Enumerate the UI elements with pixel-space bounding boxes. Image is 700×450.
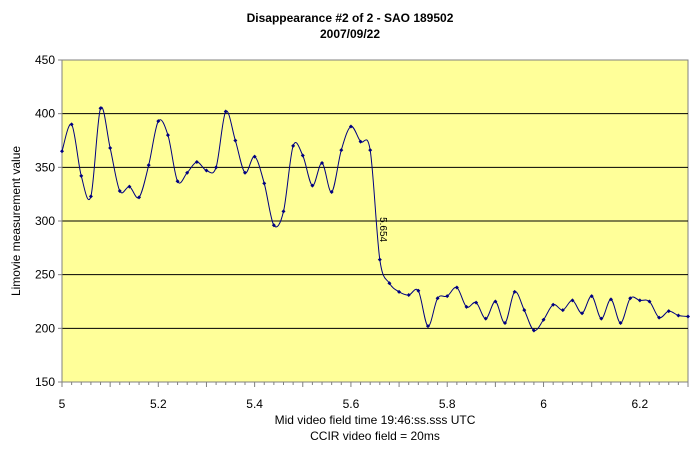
x-axis-label-2: CCIR video field = 20ms: [310, 429, 440, 443]
data-point: [223, 109, 228, 114]
data-point: [425, 324, 430, 329]
data-point: [406, 293, 411, 298]
x-tick-label: 6.2: [632, 397, 649, 411]
data-point: [666, 309, 671, 314]
data-point: [339, 148, 344, 153]
data-point: [483, 316, 488, 321]
axes: [58, 59, 689, 387]
data-point: [79, 173, 84, 178]
data-point: [493, 299, 498, 304]
data-point: [397, 289, 402, 294]
data-point: [599, 316, 604, 321]
x-tick-label: 5.8: [439, 397, 456, 411]
data-point: [512, 289, 517, 294]
data-point: [580, 311, 585, 316]
data-point: [329, 190, 334, 195]
data-point: [657, 315, 662, 320]
data-point: [676, 313, 681, 318]
data-point: [637, 298, 642, 303]
y-tick-label: 250: [35, 268, 55, 282]
data-point: [214, 165, 219, 170]
data-point: [686, 314, 690, 319]
y-tick-label: 300: [35, 214, 55, 228]
data-point: [387, 281, 392, 286]
data-point: [204, 168, 209, 173]
data-point: [454, 285, 459, 290]
data-point: [570, 298, 575, 303]
data-point: [194, 159, 199, 164]
data-point: [628, 296, 633, 301]
annotation-group: 5.654: [377, 217, 388, 242]
data-point: [618, 320, 623, 325]
data-point: [233, 138, 238, 143]
data-point: [252, 154, 257, 159]
data-point: [175, 179, 180, 184]
data-point: [560, 308, 565, 313]
data-point: [368, 148, 373, 153]
data-point: [358, 139, 363, 144]
data-point: [608, 297, 613, 302]
data-point: [137, 195, 142, 200]
x-tick-label: 5: [59, 397, 66, 411]
data-point: [185, 170, 190, 175]
data-point: [541, 317, 546, 322]
data-point: [117, 188, 122, 193]
series: [60, 106, 690, 333]
data-point: [474, 300, 479, 305]
chart-title: Disappearance #2 of 2 - SAO 189502: [247, 11, 454, 25]
data-point: [531, 328, 536, 333]
data-point: [127, 184, 132, 189]
chart-subtitle: 2007/09/22: [320, 27, 380, 41]
data-point: [435, 296, 440, 301]
data-point: [242, 170, 247, 175]
gridlines: [62, 113, 688, 329]
x-tick-label: 5.4: [246, 397, 263, 411]
data-point: [647, 299, 652, 304]
data-point: [146, 163, 151, 168]
data-point: [348, 124, 353, 129]
data-point: [522, 308, 527, 313]
y-axis-label: Limovie measurement value: [9, 146, 23, 296]
data-point: [464, 304, 469, 309]
data-point: [300, 153, 305, 158]
y-tick-label: 450: [35, 53, 55, 67]
y-tick-label: 200: [35, 321, 55, 335]
data-point: [445, 294, 450, 299]
y-tick-label: 350: [35, 160, 55, 174]
y-tick-label: 400: [35, 107, 55, 121]
data-point: [108, 146, 113, 151]
data-point: [281, 209, 286, 214]
data-point: [60, 149, 64, 154]
data-point: [320, 161, 325, 166]
data-point: [262, 181, 267, 186]
data-point: [165, 133, 170, 138]
data-point: [589, 294, 594, 299]
x-tick-label: 5.2: [150, 397, 167, 411]
data-point: [377, 257, 382, 262]
x-tick-labels: 5 5.2 5.4 5.6 5.8 6 6.2: [59, 397, 649, 411]
x-tick-label: 6: [540, 397, 547, 411]
data-point: [98, 106, 103, 111]
annotation-label: 5.654: [377, 217, 388, 242]
data-point: [416, 288, 421, 293]
x-axis-label: Mid video field time 19:46:ss.sss UTC: [275, 413, 476, 427]
x-tick-label: 5.6: [343, 397, 360, 411]
y-tick-label: 150: [35, 375, 55, 389]
data-point: [503, 320, 508, 325]
data-point: [88, 194, 93, 199]
data-point: [310, 183, 315, 188]
data-point: [69, 122, 74, 127]
y-tick-labels: 150 200 250 300 350 400 450: [35, 53, 55, 389]
data-point: [291, 143, 296, 148]
data-point: [156, 119, 161, 124]
data-point: [271, 223, 276, 228]
data-point: [551, 302, 556, 307]
